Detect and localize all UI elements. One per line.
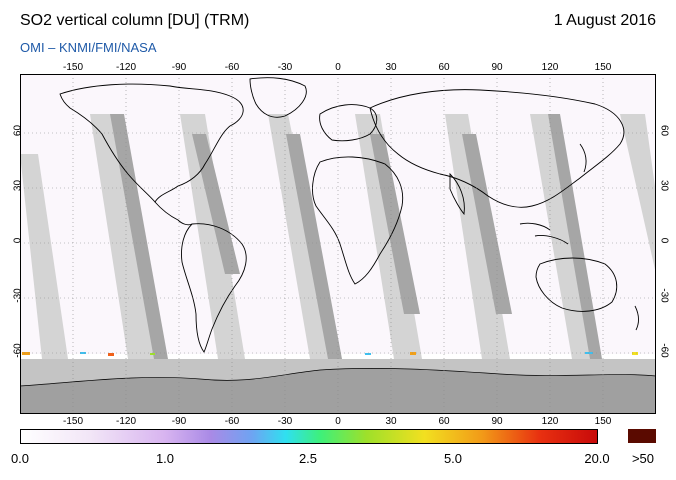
lon-tick-bottom: -60: [224, 416, 240, 427]
colorbar-label: 1.0: [155, 451, 175, 466]
lat-tick-right: -60: [658, 343, 670, 358]
lon-tick-bottom: 120: [541, 416, 559, 427]
lon-tick-bottom: 0: [335, 416, 341, 427]
colorbar-label: 5.0: [443, 451, 463, 466]
lon-tick-top: 30: [385, 62, 397, 73]
colorbar-label: 0.0: [10, 451, 30, 466]
overflow-swatch: [628, 429, 656, 443]
so2-world-map: [20, 74, 656, 414]
colorbar-gradient: [20, 429, 598, 444]
lon-tick-top: 120: [541, 62, 559, 73]
lat-tick-right: 30: [658, 179, 670, 192]
lon-tick-top: 0: [335, 62, 341, 73]
lon-tick-bottom: -30: [277, 416, 293, 427]
lon-tick-top: -30: [277, 62, 293, 73]
continent-outlines: [59, 77, 639, 353]
lat-tick-right: 0: [658, 237, 670, 244]
graticule: [20, 74, 656, 414]
lat-tick-right: -30: [658, 288, 670, 303]
lon-tick-top: 90: [491, 62, 503, 73]
lon-tick-bottom: 30: [385, 416, 397, 427]
lon-tick-bottom: -90: [171, 416, 187, 427]
map-credit: OMI – KNMI/FMI/NASA: [20, 40, 157, 55]
overflow-label: >50: [631, 451, 655, 466]
map-frame: [20, 74, 656, 414]
lon-tick-top: -120: [115, 62, 136, 73]
lon-tick-bottom: 60: [438, 416, 450, 427]
lat-tick-right: 60: [658, 124, 670, 137]
lon-tick-top: 60: [438, 62, 450, 73]
lon-tick-top: -150: [62, 62, 83, 73]
map-title: SO2 vertical column [DU] (TRM): [20, 12, 250, 29]
colorbar: [20, 429, 598, 444]
lon-tick-bottom: 90: [491, 416, 503, 427]
lon-tick-bottom: 150: [594, 416, 612, 427]
lon-tick-bottom: -120: [115, 416, 136, 427]
colorbar-label: 20.0: [584, 451, 610, 466]
lon-tick-top: -60: [224, 62, 240, 73]
lon-tick-top: -90: [171, 62, 187, 73]
map-date: 1 August 2016: [553, 12, 656, 29]
colorbar-label: 2.5: [298, 451, 318, 466]
lon-tick-bottom: -150: [62, 416, 83, 427]
so2-speckles: [22, 352, 638, 356]
lon-tick-top: 150: [594, 62, 612, 73]
